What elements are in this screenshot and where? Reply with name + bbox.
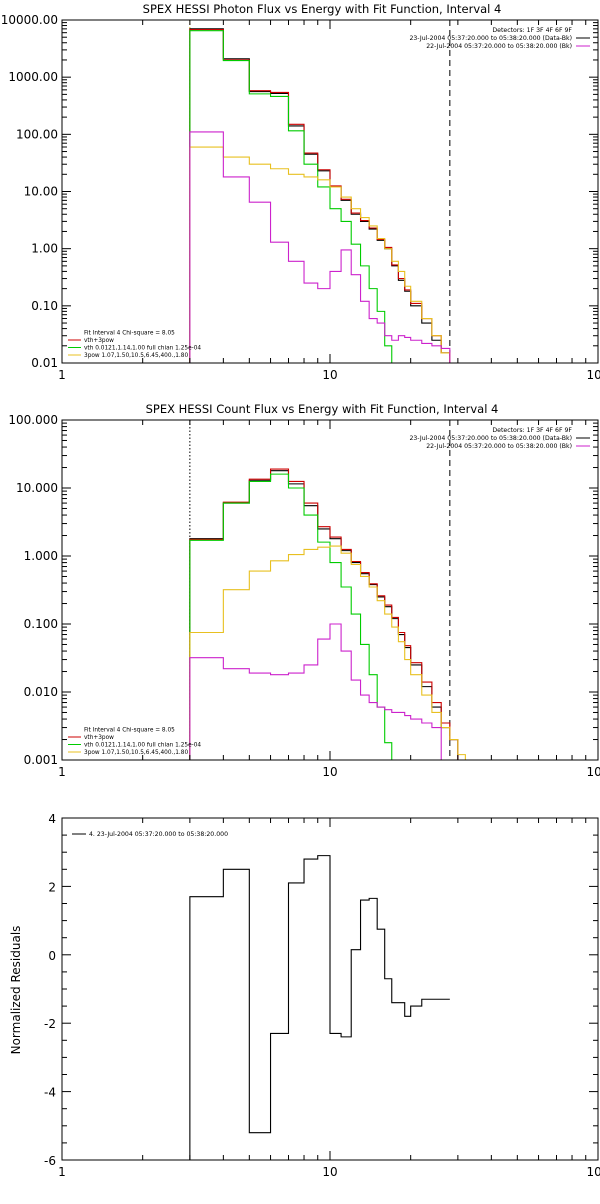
y-tick-label: -2 <box>44 1017 56 1031</box>
series-group <box>189 468 466 760</box>
fit-legend-entry: vth 0.0121,1.14,1.00 full chian 1.25e-04 <box>84 743 201 749</box>
photon-flux-title: SPEX HESSI Photon Flux vs Energy with Fi… <box>143 2 502 16</box>
y-tick-label: 10000.00 <box>1 13 58 27</box>
x-tick-label: 1 <box>58 1165 66 1179</box>
y-tick-label: 1.00 <box>31 242 58 256</box>
x-tick-label: 10 <box>322 765 337 779</box>
legend-entry: Detectors: 1F 3F 4F 6F 9F <box>492 427 572 434</box>
y-tick-label: -4 <box>44 1086 56 1100</box>
y-tick-label: 0.001 <box>24 753 58 767</box>
series-3pow <box>189 545 466 760</box>
series-group <box>189 855 450 1160</box>
count-flux-panel: 1 10 100 0.001 0.010 0.100 1.000 10.000 100.000 D… <box>8 413 600 779</box>
y-tick-label: 0.100 <box>24 617 58 631</box>
legend-entry: 23-Jul-2004 05:37:20.000 to 05:38:20.000… <box>409 35 572 42</box>
y-tick-label: 1000.00 <box>8 70 58 84</box>
x-tick-label: 100 <box>587 1165 600 1179</box>
legend-entry: 23-Jul-2004 05:37:20.000 to 05:38:20.000… <box>409 435 572 442</box>
y-tick-label: -6 <box>44 1154 56 1168</box>
fit-legend-entry: 3pow 1.07,1.50,10.5,6.45,400.,1.80 <box>84 750 188 756</box>
y-tick-label: 0 <box>48 949 56 963</box>
fit-legend-entry: 3pow 1.07,1.50,10.5,6.45,400.,1.80 <box>84 353 188 359</box>
fit-legend-entry: vth+3pow <box>84 338 114 344</box>
y-tick-label: 2 <box>48 880 56 894</box>
x-tick-label: 10 <box>322 1165 337 1179</box>
x-tick-label: 1 <box>58 368 66 382</box>
legend-entry: Detectors: 1F 3F 4F 6F 9F <box>492 27 572 34</box>
y-tick-label: 100.000 <box>8 413 58 427</box>
x-tick-label: 1 <box>58 765 66 779</box>
legend-entry: 22-Jul-2004 05:37:20.000 to 05:38:20.000… <box>426 443 572 450</box>
count-flux-title: SPEX HESSI Count Flux vs Energy with Fit… <box>146 402 499 416</box>
fit-legend-entry: vth+3pow <box>84 735 114 741</box>
series-4-23-jul-2004-05-37-20-000-to-05-38-20-000 <box>189 855 450 1160</box>
x-tick-label: 10 <box>322 368 337 382</box>
series-3pow <box>189 146 451 363</box>
residuals-y-axis-label: Normalized Residuals <box>9 926 23 1055</box>
fit-legend-entry: Fit Interval 4 Chi-square = 8.05 <box>84 728 175 734</box>
legend-entry: 22-Jul-2004 05:37:20.000 to 05:38:20.000… <box>426 43 572 50</box>
series-bk <box>189 131 451 363</box>
residuals-panel: 1 10 100 -6 -4 -2 0 2 4 4. 23-Jul-2004 05:37:20.0… <box>44 812 600 1179</box>
y-tick-label: 0.010 <box>24 685 58 699</box>
y-tick-label: 100.00 <box>16 127 58 141</box>
fit-legend-entry: Fit Interval 4 Chi-square = 8.05 <box>84 331 175 337</box>
y-tick-label: 10.00 <box>24 185 58 199</box>
y-tick-label: 1.000 <box>24 549 58 563</box>
y-tick-label: 0.10 <box>31 299 58 313</box>
legend-entry: 4. 23-Jul-2004 05:37:20.000 to 05:38:20.… <box>89 831 228 838</box>
x-tick-label: 100 <box>587 765 600 779</box>
y-tick-label: 0.01 <box>31 356 58 370</box>
x-tick-label: 100 <box>587 368 600 382</box>
series-group <box>189 28 451 363</box>
series-vth <box>189 473 393 760</box>
photon-flux-panel: 1 10 100 0.01 0.10 1.00 10.00 100.00 1000.00 1000… <box>1 13 600 382</box>
y-tick-label: 10.000 <box>16 481 58 495</box>
fit-legend-entry: vth 0.0121,1.14,1.00 full chian 1.25e-04 <box>84 346 201 352</box>
series-bk <box>189 623 442 760</box>
series-vth <box>189 30 393 363</box>
y-tick-label: 4 <box>48 812 56 826</box>
